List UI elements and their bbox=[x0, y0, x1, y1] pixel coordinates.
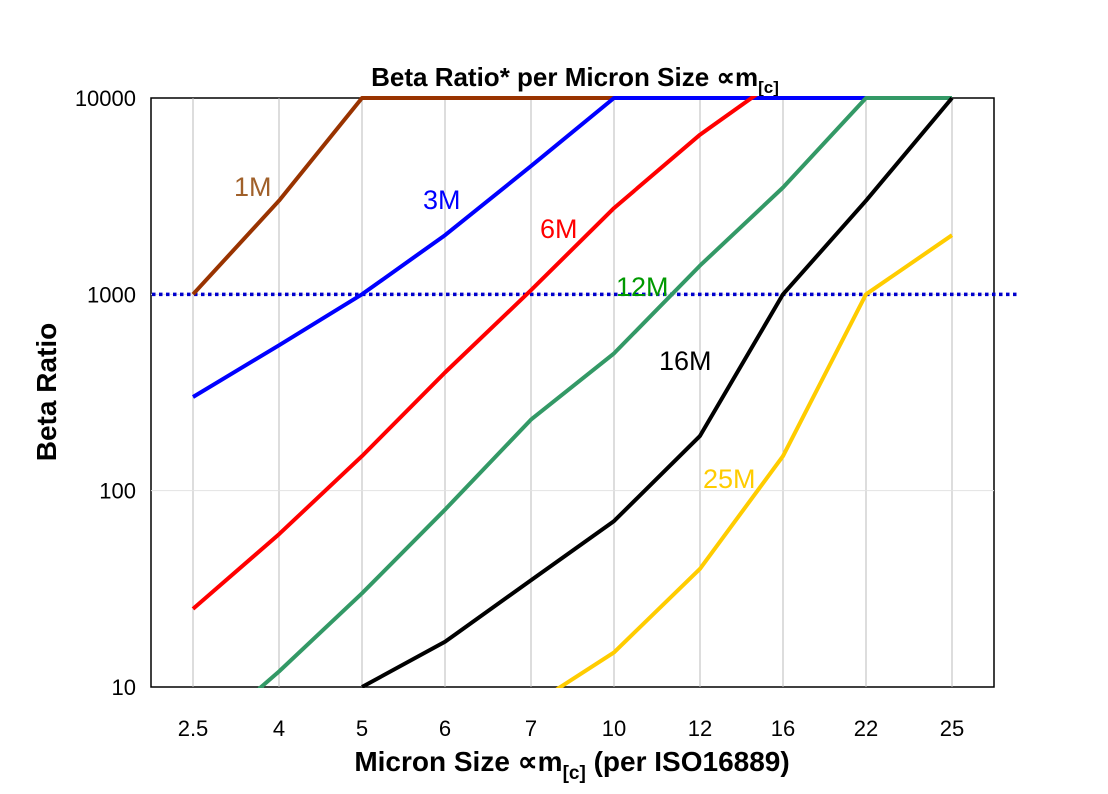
x-tick-label: 10 bbox=[602, 716, 626, 741]
series-line-16M bbox=[361, 96, 954, 688]
series-line-25M bbox=[555, 233, 954, 688]
x-tick-label: 12 bbox=[688, 716, 712, 741]
y-tick-label: 10 bbox=[112, 675, 136, 700]
grid bbox=[151, 98, 994, 687]
x-tick-label: 4 bbox=[273, 716, 285, 741]
series-line-3M bbox=[191, 96, 952, 399]
x-tick-label: 5 bbox=[356, 716, 368, 741]
y-tick-label: 1000 bbox=[87, 282, 136, 307]
series-label-12M: 12M bbox=[616, 272, 669, 302]
y-axis-label: Beta Ratio bbox=[31, 323, 62, 461]
series-label-25M: 25M bbox=[703, 464, 756, 494]
x-tick-label: 2.5 bbox=[178, 716, 209, 741]
series-line-12M bbox=[256, 96, 952, 688]
y-tick-labels: 10 100 1000 10000 bbox=[75, 86, 136, 700]
x-tick-label: 16 bbox=[771, 716, 795, 741]
plot-area bbox=[150, 97, 995, 688]
series-label-3M: 3M bbox=[423, 185, 461, 215]
series-label-1M: 1M bbox=[234, 172, 272, 202]
x-tick-label: 7 bbox=[525, 716, 537, 741]
x-tick-label: 22 bbox=[854, 716, 878, 741]
series-lines bbox=[191, 96, 954, 688]
chart-title: Beta Ratio* per Micron Size ∝m[c] bbox=[371, 62, 779, 97]
y-tick-label: 10000 bbox=[75, 86, 136, 111]
series-label-6M: 6M bbox=[540, 214, 578, 244]
series-label-16M: 16M bbox=[659, 346, 712, 376]
x-tick-label: 25 bbox=[940, 716, 964, 741]
series-line-6M bbox=[191, 96, 758, 611]
y-tick-label: 100 bbox=[99, 479, 136, 504]
series-labels: 1M 3M 6M 12M 16M 25M bbox=[234, 172, 756, 494]
x-tick-labels: 2.5 4 5 6 7 10 12 16 22 25 bbox=[178, 716, 965, 741]
x-axis-label: Micron Size ∝m[c] (per ISO16889) bbox=[354, 746, 789, 784]
x-tick-label: 6 bbox=[439, 716, 451, 741]
